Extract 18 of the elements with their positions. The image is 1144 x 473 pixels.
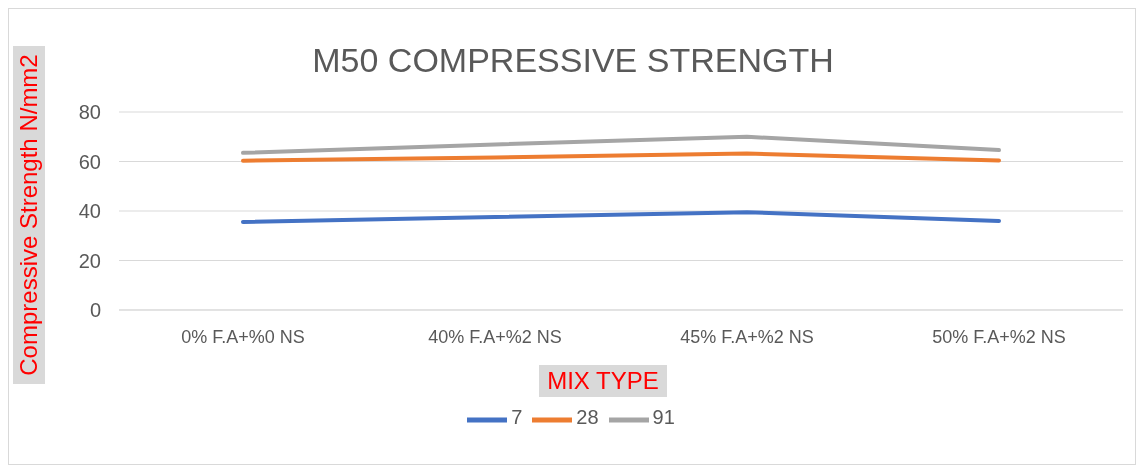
legend-label: 7 xyxy=(511,406,523,429)
y-tick-label: 20 xyxy=(78,249,101,272)
x-tick-label: 0% F.A+%0 NS xyxy=(181,326,305,347)
x-tick-label: 40% F.A+%2 NS xyxy=(428,326,562,347)
chart-title: M50 COMPRESSIVE STRENGTH xyxy=(312,41,834,79)
line-series xyxy=(241,134,1001,155)
y-tick-label: 60 xyxy=(78,150,101,173)
y-tick-label: 0 xyxy=(89,299,101,322)
x-tick-label: 45% F.A+%2 NS xyxy=(680,326,814,347)
legend-label: 28 xyxy=(576,406,599,429)
line-series xyxy=(241,151,1001,163)
y-tick-label: 40 xyxy=(78,200,101,223)
legend-label: 91 xyxy=(652,406,675,429)
y-axis-title: Compressive Strength N/mm2 xyxy=(13,46,45,384)
line-series xyxy=(241,210,1001,224)
x-tick-label: 50% F.A+%2 NS xyxy=(932,326,1066,347)
x-axis-title: MIX TYPE xyxy=(539,365,667,397)
y-tick-label: 80 xyxy=(78,101,101,124)
